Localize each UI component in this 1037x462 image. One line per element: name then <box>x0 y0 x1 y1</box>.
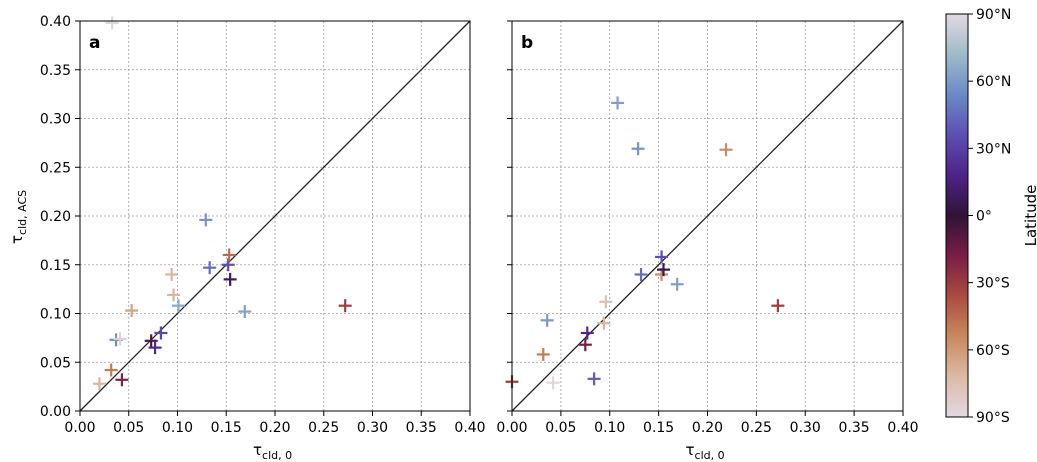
panel-b-x-tick-label: 0.20 <box>692 420 723 436</box>
panel-a-x-tick-label: 0.20 <box>259 420 290 436</box>
panel-a-y-tick-label: 0.00 <box>40 404 71 420</box>
panel-b-data-point <box>578 338 592 352</box>
panel-a-y-tick-label: 0.10 <box>40 307 71 323</box>
colorbar-tick-label: 30°S <box>976 276 1010 292</box>
panel-a-data-point <box>104 363 118 377</box>
panel-a-y-tick-label: 0.15 <box>40 258 71 274</box>
panel-a-y-axis-label: τcld, ACS <box>8 190 29 244</box>
panel-a-x-tick-label: 0.15 <box>211 420 242 436</box>
panel-a-x-tick-label: 0.10 <box>162 420 193 436</box>
panel-b-data-point <box>655 250 669 264</box>
panel-a-y-tick-label: 0.05 <box>40 355 71 371</box>
panel-b-x-tick-label: 0.10 <box>594 420 625 436</box>
colorbar-ticks: 90°N 60°N 30°N 0° 30°S 60°S 90°S <box>968 7 1011 426</box>
panel-a-y-tick-label: 0.20 <box>40 209 71 225</box>
panel-a-data-point <box>167 288 181 302</box>
panel-a-data-point <box>93 377 106 391</box>
panel-b-data-point <box>670 277 684 291</box>
panel-b-data-point <box>597 316 611 330</box>
panel-b-x-tick-label: 0.15 <box>643 420 674 436</box>
colorbar-tick-label: 60°S <box>976 343 1010 359</box>
panel-b-label: b <box>521 33 533 53</box>
panel-b-y-ticks <box>507 20 512 412</box>
colorbar-tick-label: 30°N <box>976 141 1011 157</box>
panel-a-x-axis-label: τcld, 0 <box>253 441 292 462</box>
panel-a-data-point <box>113 332 127 346</box>
panel-a-data-point <box>148 341 162 355</box>
panel-b-x-axis-label-main: τ <box>686 441 695 459</box>
panel-b: 0.00 0.05 0.10 0.15 0.20 0.25 0.30 0.35 0.40 b τ… <box>496 20 919 462</box>
panel-b-x-ticks: 0.00 0.05 0.10 0.15 0.20 0.25 0.30 0.35 0.40 <box>496 411 919 436</box>
panel-a-x-ticks: 0.00 0.05 0.10 0.15 0.20 0.25 0.30 0.35 0.40 <box>64 411 486 436</box>
panel-a-data-point <box>203 261 217 275</box>
panel-a-x-axis-label-main: τ <box>253 441 262 459</box>
panel-a-y-tick-label: 0.40 <box>40 14 71 30</box>
panel-a-x-tick-label: 0.05 <box>113 420 144 436</box>
panel-b-x-tick-label: 0.25 <box>741 420 772 436</box>
panel-b-x-tick-label: 0.40 <box>887 420 918 436</box>
panel-a: 0.00 0.05 0.10 0.15 0.20 0.25 0.30 0.35 0.40 0.0… <box>8 14 486 462</box>
panel-b-x-axis-label-sub: cld, 0 <box>695 449 725 462</box>
panel-b-data-point <box>540 313 554 327</box>
panel-b-data-point <box>719 143 733 157</box>
panel-a-x-tick-label: 0.40 <box>454 420 485 436</box>
panel-a-data-point <box>165 268 179 281</box>
panel-b-x-tick-label: 0.05 <box>545 420 576 436</box>
panel-a-data-point <box>338 299 352 313</box>
colorbar-tick-label: 90°N <box>976 7 1011 23</box>
panel-a-y-tick-label: 0.35 <box>40 63 71 79</box>
colorbar-tick-label: 0° <box>976 209 992 225</box>
panel-b-data-point <box>771 299 785 313</box>
panel-b-data-point <box>599 295 613 309</box>
panel-a-data-point <box>238 305 252 319</box>
panel-b-data-point <box>657 263 671 277</box>
panel-a-one-to-one-line <box>79 20 471 412</box>
panel-b-data-point <box>580 326 594 340</box>
panel-a-y-axis-label-sub: cld, ACS <box>16 190 29 235</box>
colorbar: 90°N 60°N 30°N 0° 30°S 60°S 90°S Latitude <box>945 7 1037 426</box>
colorbar-tick-label: 90°S <box>976 410 1010 426</box>
panel-a-data-point <box>144 334 158 348</box>
panel-a-x-tick-label: 0.00 <box>64 420 95 436</box>
colorbar-label: Latitude <box>1022 185 1037 247</box>
panel-b-data-point <box>536 347 550 361</box>
panel-a-data-point <box>199 213 213 227</box>
panel-b-data-point <box>631 142 645 156</box>
panel-a-x-axis-label-sub: cld, 0 <box>262 449 292 462</box>
panel-a-y-ticks: 0.00 0.05 0.10 0.15 0.20 0.25 0.30 0.35 0.40 <box>40 14 80 420</box>
panel-b-data-point <box>587 372 601 386</box>
panel-a-x-tick-label: 0.35 <box>406 420 437 436</box>
panel-b-x-axis-label: τcld, 0 <box>686 441 725 462</box>
panel-a-data-point <box>125 304 139 318</box>
panel-a-data-point <box>222 248 236 262</box>
panel-a-x-tick-label: 0.25 <box>308 420 339 436</box>
panel-b-x-tick-label: 0.35 <box>839 420 870 436</box>
panel-a-y-tick-label: 0.30 <box>40 112 71 128</box>
panel-a-data-point <box>154 326 168 340</box>
panel-b-data-point <box>634 268 648 281</box>
panel-b-x-tick-label: 0.00 <box>496 420 527 436</box>
panel-a-y-tick-label: 0.25 <box>40 160 71 176</box>
colorbar-bar <box>945 13 969 418</box>
panel-a-data-point <box>115 373 129 387</box>
panel-a-data-point <box>105 16 119 30</box>
panel-b-data-point <box>611 96 625 110</box>
panel-b-points <box>505 96 785 390</box>
panel-a-y-axis-label-main: τ <box>8 235 26 244</box>
panel-b-one-to-one-line <box>511 20 904 412</box>
colorbar-tick-label: 60°N <box>976 74 1011 90</box>
panel-a-label: a <box>89 33 100 53</box>
panel-a-points <box>93 16 352 391</box>
panel-b-data-point <box>546 376 560 390</box>
panel-a-data-point <box>223 272 237 286</box>
panel-a-x-tick-label: 0.30 <box>357 420 388 436</box>
panel-a-data-point <box>171 299 185 313</box>
panel-b-x-tick-label: 0.30 <box>790 420 821 436</box>
